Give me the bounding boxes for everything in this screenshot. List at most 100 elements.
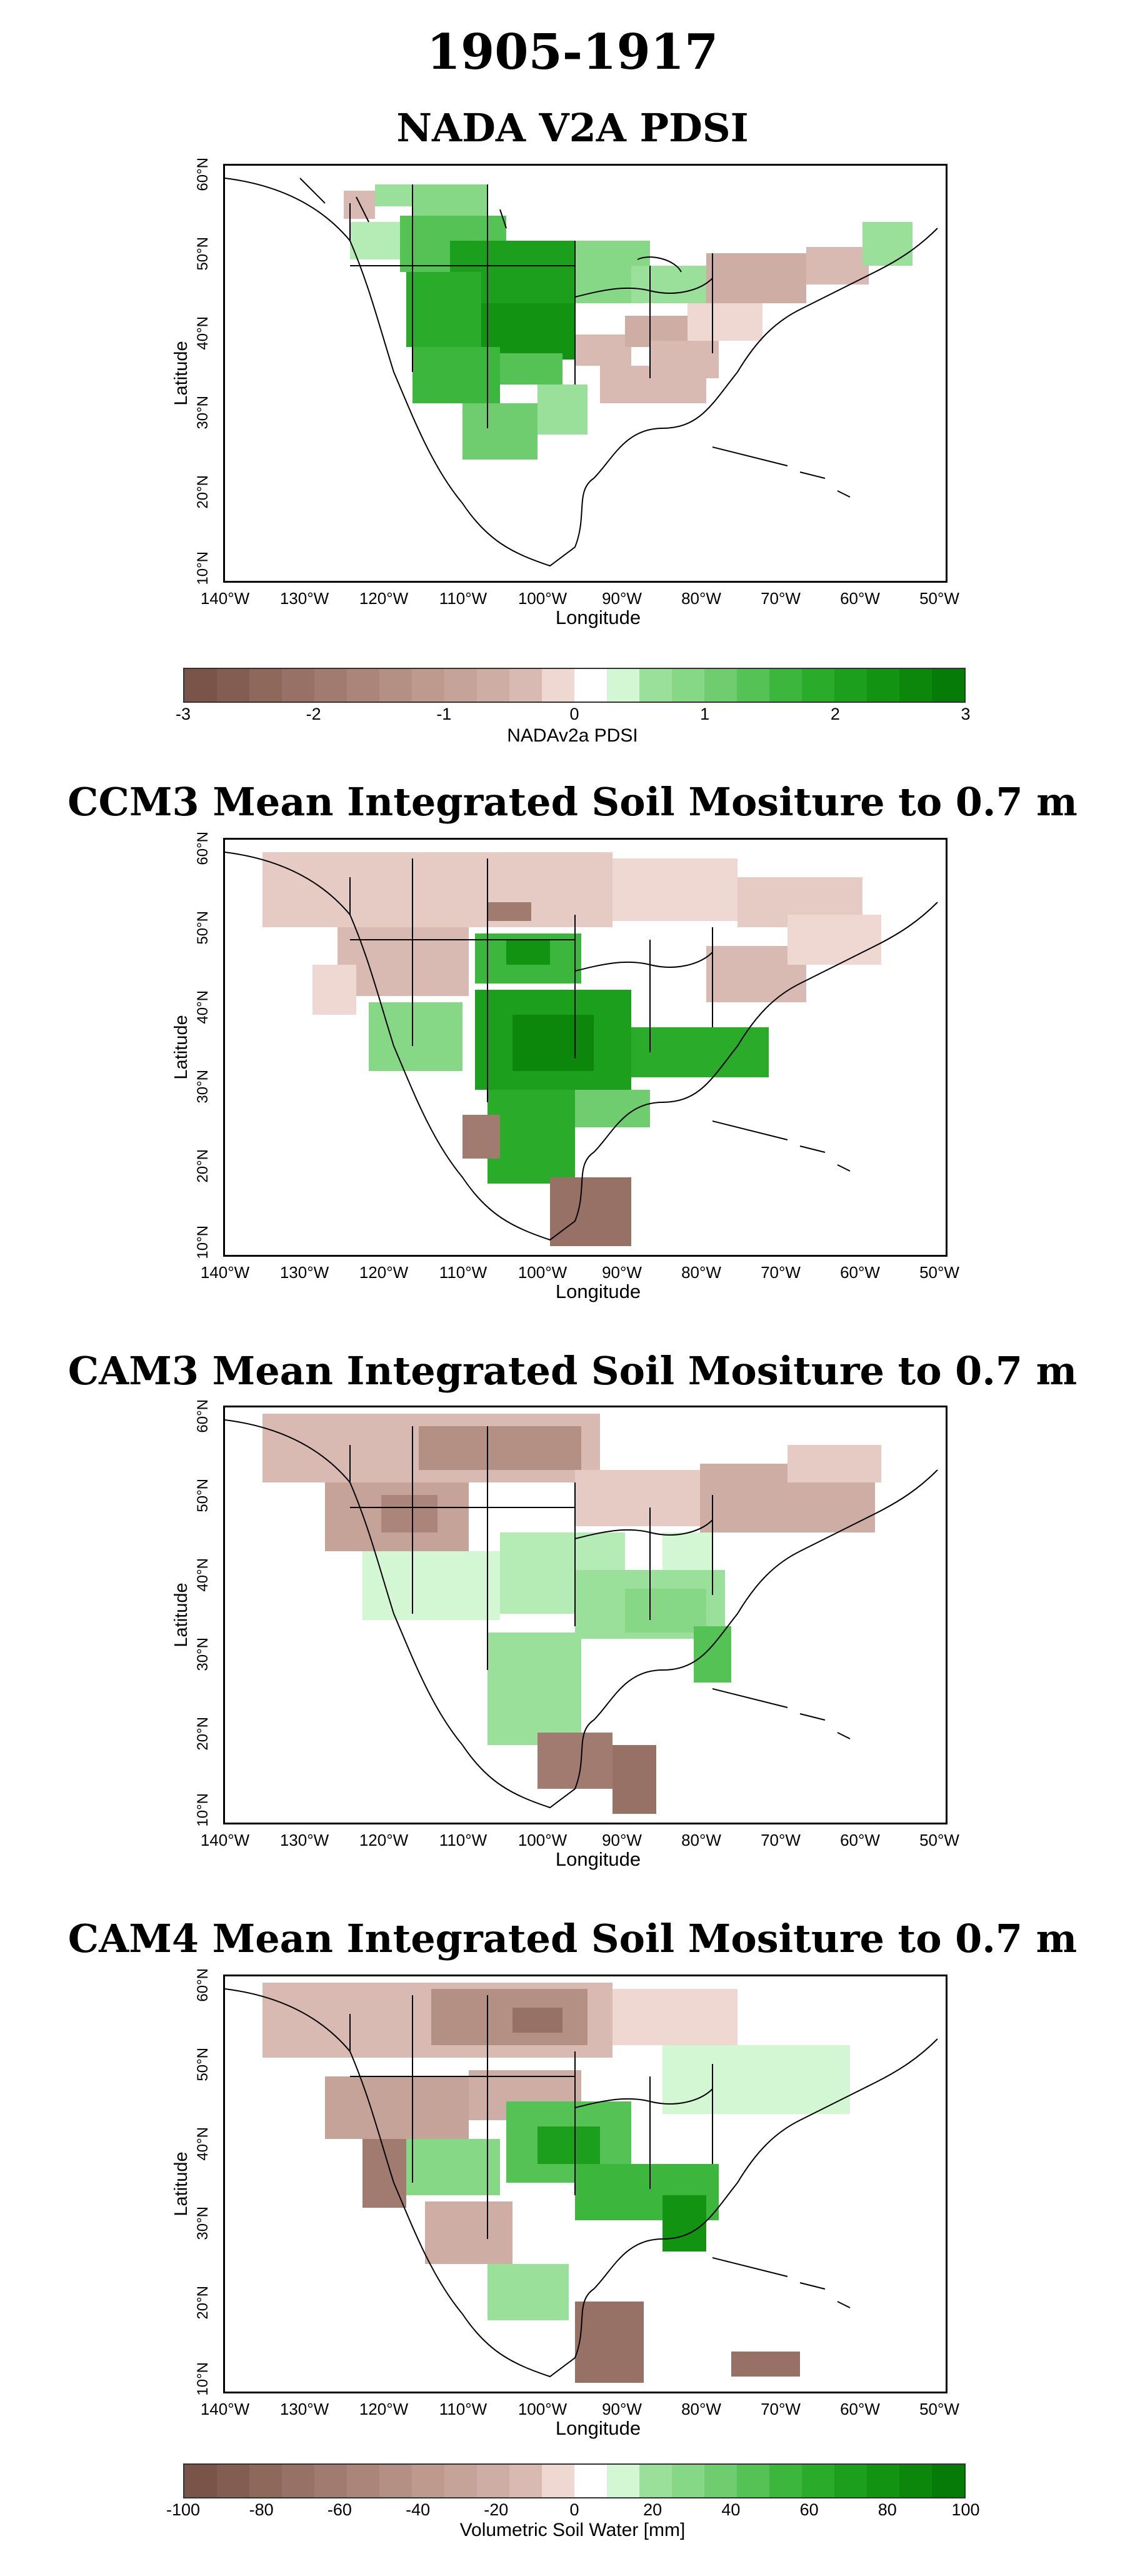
- panel-4-map-svg: [225, 1983, 938, 2383]
- colorbar-tick-label: -20: [484, 2500, 509, 2519]
- colorbar-tick-label: -100: [166, 2500, 201, 2519]
- colorbar-tick-label: 80: [878, 2500, 897, 2519]
- colorbar-swatch: [314, 669, 347, 702]
- colorbar-tick-label: -60: [327, 2500, 352, 2519]
- colorbar-swatch: [314, 2465, 347, 2497]
- colorbar-swatch: [834, 669, 867, 702]
- colorbar-swatch: [704, 2465, 737, 2497]
- colorbar-swatch: [672, 669, 704, 702]
- colorbar-tick-label: 20: [643, 2500, 662, 2519]
- lon-tick: 140°W: [200, 589, 250, 608]
- lon-tick: 80°W: [681, 1831, 721, 1849]
- colorbar-swatch: [932, 669, 964, 702]
- panel-3-lat-tick-60: 60°N: [194, 1399, 211, 1433]
- colorbar-swatch: [867, 669, 899, 702]
- panel-4-lon-ticks: 140°W 130°W 120°W 110°W 100°W 90°W 80°W …: [194, 2400, 994, 2422]
- colorbar-swatch: [834, 2465, 867, 2497]
- colorbar-tick-label: -40: [406, 2500, 431, 2519]
- panel-2-y-axis-title: Latitude: [171, 1015, 191, 1080]
- colorbar-swatch: [737, 669, 769, 702]
- panel-3-lon-ticks: 140°W 130°W 120°W 110°W 100°W 90°W 80°W …: [194, 1831, 994, 1853]
- colorbar-swatch: [217, 2465, 249, 2497]
- lon-tick: 110°W: [439, 1263, 488, 1282]
- panel-1-lat-tick-20: 20°N: [194, 475, 211, 509]
- panel-2-lat-tick-10: 10°N: [194, 1225, 211, 1259]
- panel-3-cells: [262, 1414, 881, 1814]
- panel-4-coastlines: [225, 1988, 938, 2378]
- colorbar-swatch: [412, 669, 444, 702]
- colorbar-swatch: [672, 2465, 704, 2497]
- colorbar-swatch: [867, 2465, 899, 2497]
- colorbar-swatch: [282, 669, 314, 702]
- colorbar-swatch: [607, 2465, 639, 2497]
- panel-2-lat-tick-40: 40°N: [194, 990, 211, 1024]
- colorbar-swatch: [379, 669, 412, 702]
- colorbar-swatch: [444, 669, 477, 702]
- colorbar-tick-label: 100: [951, 2500, 980, 2519]
- panel-1-x-axis-title: Longitude: [555, 606, 641, 628]
- lon-tick: 130°W: [279, 1831, 329, 1849]
- panel-2-lat-tick-60: 60°N: [194, 832, 211, 865]
- colorbar-tick-label: 60: [799, 2500, 819, 2519]
- panel-4-lat-tick-10: 10°N: [194, 2362, 211, 2396]
- colorbar-tick-label: 3: [961, 705, 971, 723]
- colorbar-swatch: [769, 2465, 802, 2497]
- colorbar-swatch: [542, 2465, 574, 2497]
- lon-tick: 140°W: [200, 1263, 250, 1282]
- colorbar-swatch: [574, 2465, 607, 2497]
- lon-tick: 100°W: [518, 1831, 568, 1849]
- panel-2-lat-tick-50: 50°N: [194, 911, 211, 945]
- panel-3-title: CAM3 Mean Integrated Soil Mositure to 0.…: [68, 1348, 1078, 1394]
- lon-tick: 110°W: [439, 589, 488, 608]
- colorbar-swatch: [184, 669, 217, 702]
- lon-tick: 70°W: [761, 589, 801, 608]
- colorbar-tick-label: 1: [700, 705, 710, 723]
- colorbar-swatch: [932, 2465, 964, 2497]
- colorbar-swatch: [249, 669, 282, 702]
- panel-2-title: CCM3 Mean Integrated Soil Mositure to 0.…: [68, 779, 1078, 825]
- colorbar-swatch: [509, 2465, 542, 2497]
- panel-4-title: CAM4 Mean Integrated Soil Mositure to 0.…: [68, 1916, 1078, 1961]
- panel-1-lat-tick-60: 60°N: [194, 158, 211, 191]
- lon-tick: 90°W: [602, 1831, 642, 1849]
- panel-1-cells: [344, 184, 912, 460]
- panel-4-lat-tick-50: 50°N: [194, 2048, 211, 2081]
- pdsi-colorbar-ticks: -3 -2 -1 0 1 2 3: [176, 705, 971, 726]
- colorbar-swatch: [639, 669, 672, 702]
- panel-3-map-svg: [225, 1414, 938, 1814]
- colorbar-swatch: [477, 2465, 509, 2497]
- lon-tick: 110°W: [439, 2400, 488, 2418]
- lon-tick: 70°W: [761, 1263, 801, 1282]
- lon-tick: 100°W: [518, 1263, 568, 1282]
- panel-1-lon-ticks: 140°W 130°W 120°W 110°W 100°W 90°W 80°W …: [194, 589, 994, 611]
- panel-3-lat-tick-10: 10°N: [194, 1793, 211, 1827]
- panel-2-lat-tick-20: 20°N: [194, 1149, 211, 1183]
- colorbar-swatch: [607, 669, 639, 702]
- pdsi-colorbar-title: NADAv2a PDSI: [507, 725, 638, 746]
- lon-tick: 50°W: [919, 1831, 959, 1849]
- colorbar-swatch: [412, 2465, 444, 2497]
- panel-4-lat-tick-40: 40°N: [194, 2127, 211, 2161]
- colorbar-swatch: [574, 669, 607, 702]
- colorbar-swatch: [249, 2465, 282, 2497]
- panel-3-lat-tick-20: 20°N: [194, 1717, 211, 1751]
- lon-tick: 70°W: [761, 2400, 801, 2418]
- panel-4-lat-tick-20: 20°N: [194, 2286, 211, 2320]
- figure-title: 1905-1917: [426, 24, 719, 81]
- lon-tick: 120°W: [359, 1263, 409, 1282]
- colorbar-tick-label: 2: [830, 705, 840, 723]
- colorbar-swatch: [379, 2465, 412, 2497]
- lon-tick: 120°W: [359, 1831, 409, 1849]
- panel-3-lat-tick-40: 40°N: [194, 1558, 211, 1592]
- panel-2-coastlines: [225, 852, 938, 1241]
- panel-3-map: [223, 1406, 948, 1824]
- lon-tick: 120°W: [359, 589, 409, 608]
- colorbar-swatch: [347, 2465, 379, 2497]
- colorbar-tick-label: -3: [175, 705, 191, 723]
- colorbar-swatch: [347, 669, 379, 702]
- lon-tick: 60°W: [840, 2400, 880, 2418]
- panel-1-lat-tick-40: 40°N: [194, 316, 211, 350]
- panel-2-map-svg: [225, 852, 938, 1246]
- colorbar-tick-label: -1: [436, 705, 452, 723]
- colorbar-swatch: [737, 2465, 769, 2497]
